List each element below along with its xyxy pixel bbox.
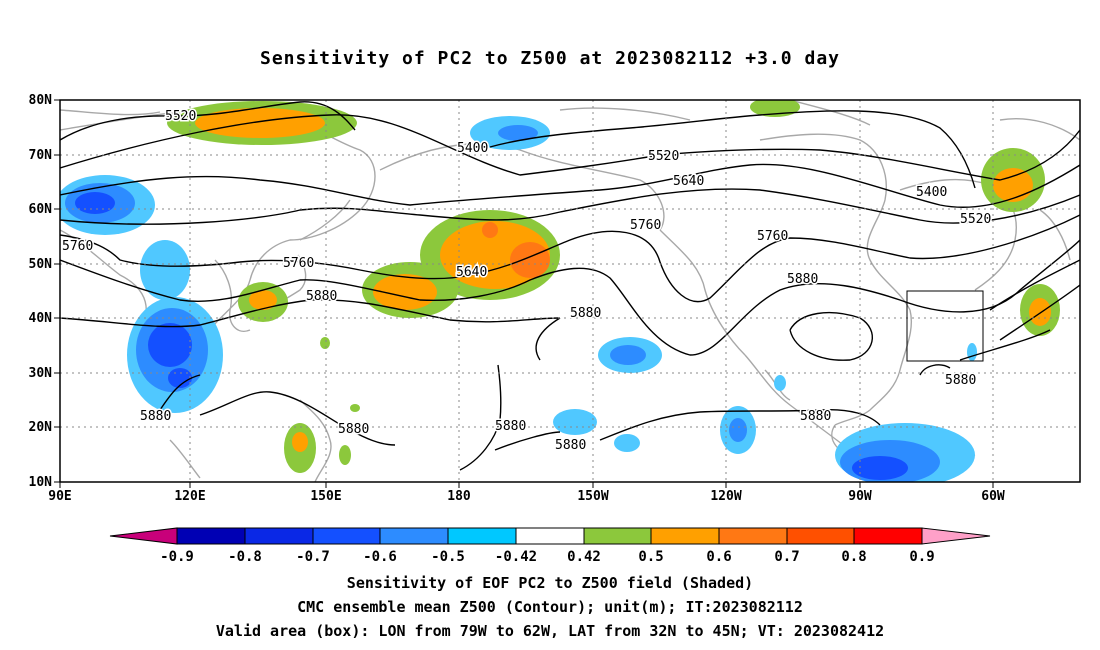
contour-label: 5880 [338,422,369,437]
colorbar-tick: -0.7 [296,549,330,565]
contour-label: 5880 [800,409,831,424]
colorbar-swatch [718,527,788,545]
y-tick-label: 40N [29,311,53,326]
contour-label: 5520 [165,109,196,124]
colorbar-tick: 0.7 [774,549,799,565]
y-tick-label: 70N [29,148,53,163]
colorbar-tick: 0.5 [638,549,663,565]
contour-label: 5880 [945,373,976,388]
y-tick-label: 10N [29,475,53,490]
colorbar-tick: -0.42 [495,549,537,565]
colorbar-swatch [176,527,246,545]
y-axis-labels: 80N 70N 60N 50N 40N 30N 20N 10N [29,93,53,490]
colorbar-swatch [109,527,178,545]
colorbar-tick: 0.42 [567,549,601,565]
contour-label: 5760 [62,239,93,254]
y-tick-label: 20N [29,420,53,435]
x-tick-label: 120W [710,489,741,504]
contour-label: 5880 [570,306,601,321]
colorbar-swatch [921,527,991,545]
y-tick-label: 50N [29,257,53,272]
x-axis-labels: 90E 120E 150E 180 150W 120W 90W 60W [48,489,1005,504]
x-tick-label: 60W [981,489,1005,504]
colorbar-swatch [650,527,720,545]
colorbar-swatch [244,527,314,545]
x-tick-label: 90E [48,489,71,504]
colorbar-tick: 0.8 [841,549,866,565]
contour-label: 5880 [306,289,337,304]
colorbar-tick: -0.9 [160,549,194,565]
colorbar-swatch [853,527,923,545]
contour-label: 5400 [457,141,488,156]
caption-line-3: Valid area (box): LON from 79W to 62W, L… [215,622,885,640]
contour-label: 5640 [673,174,704,189]
caption-line-2: CMC ensemble mean Z500 (Contour); unit(m… [297,598,803,616]
contour-labels: 5520 5400 5520 5640 5400 5520 5760 5760 … [61,108,993,455]
contour-label: 5880 [787,272,818,287]
map-title: Sensitivity of PC2 to Z500 at 2023082112… [259,48,840,69]
colorbar-tick: 0.6 [706,549,731,565]
contour-label: 5760 [757,229,788,244]
x-tick-label: 180 [447,489,471,504]
contour-label: 5880 [495,419,526,434]
colorbar-swatch [379,527,449,545]
x-tick-label: 120E [174,489,205,504]
contour-label: 5640 [456,265,487,280]
colorbar-swatch [515,527,585,545]
x-tick-label: 150W [577,489,608,504]
contour-label: 5760 [630,218,661,233]
y-tick-label: 60N [29,202,53,217]
y-tick-label: 80N [29,93,53,108]
y-tick-label: 30N [29,366,53,381]
graticule [60,100,1080,482]
contour-label: 5880 [555,438,586,453]
colorbar-tick: 0.9 [909,549,934,565]
colorbar-tick: -0.5 [431,549,465,565]
contour-label: 5880 [140,409,171,424]
contour-label: 5760 [283,256,314,271]
map-frame [59,99,1081,483]
colorbar-swatch [583,527,652,545]
colorbar-swatch [312,527,381,545]
x-tick-label: 150E [310,489,341,504]
contour-label: 5520 [648,149,679,164]
valid-area-box [906,290,984,362]
colorbar-tick: -0.6 [363,549,397,565]
contour-label: 5520 [960,212,991,227]
colorbar-swatch [786,527,855,545]
colorbar: -0.9 -0.8 -0.7 -0.6 -0.5 -0.42 0.42 0.5 … [109,527,991,565]
colorbar-swatch [447,527,517,545]
tick-marks [54,99,994,488]
colorbar-tick: -0.8 [228,549,262,565]
caption-line-1: Sensitivity of EOF PC2 to Z500 field (Sh… [346,574,754,592]
x-tick-label: 90W [848,489,872,504]
contour-label: 5400 [916,185,947,200]
